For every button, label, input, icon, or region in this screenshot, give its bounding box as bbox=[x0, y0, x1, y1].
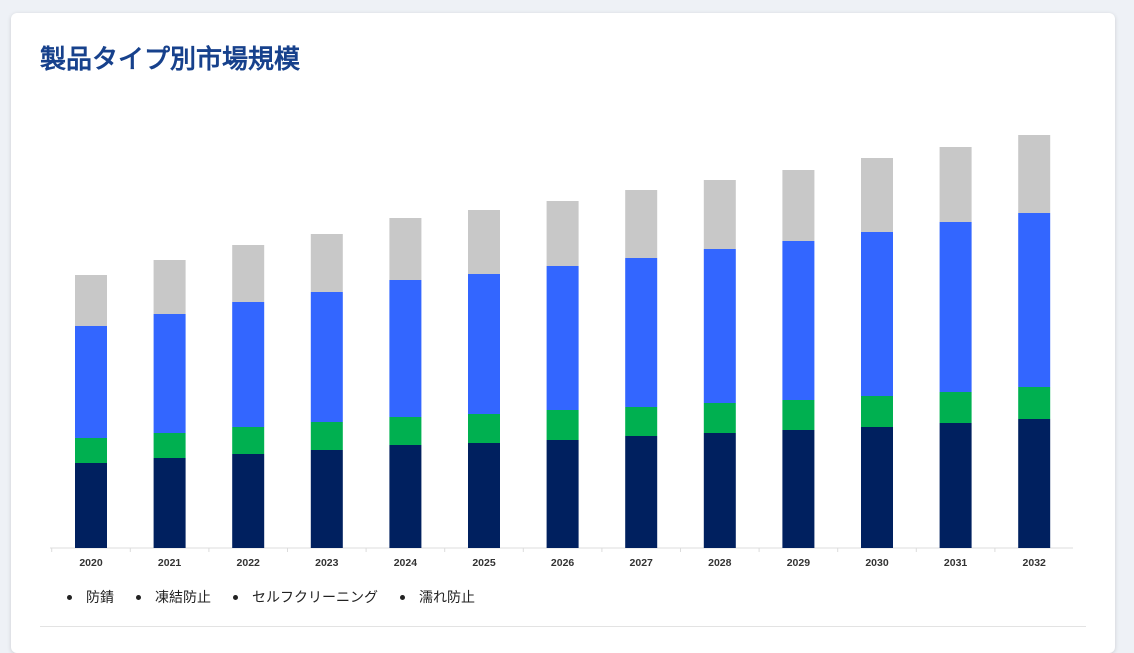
bar-segment[interactable] bbox=[546, 266, 579, 410]
legend-item-anti-wetting[interactable]: 濡れ防止 bbox=[400, 587, 475, 607]
bar-segment[interactable] bbox=[310, 292, 343, 422]
x-tick-label: 2024 bbox=[394, 557, 418, 569]
legend: 防錆 凍結防止 セルフクリーニング 濡れ防止 bbox=[67, 587, 475, 607]
x-tick-label: 2021 bbox=[158, 557, 182, 569]
x-tick-label: 2029 bbox=[787, 557, 811, 569]
bar-segment[interactable] bbox=[389, 280, 422, 417]
legend-item-anti-freeze[interactable]: 凍結防止 bbox=[136, 587, 211, 607]
bar-segment[interactable] bbox=[939, 392, 972, 423]
bar-segment[interactable] bbox=[389, 417, 422, 445]
bar-segment[interactable] bbox=[546, 410, 579, 440]
bar-segment[interactable] bbox=[75, 463, 107, 548]
bar-segment[interactable] bbox=[232, 427, 265, 454]
bar-segment[interactable] bbox=[1018, 387, 1051, 419]
bar-segment[interactable] bbox=[782, 400, 815, 430]
bar-segment[interactable] bbox=[703, 249, 736, 403]
legend-label: 濡れ防止 bbox=[419, 590, 475, 606]
bar-segment[interactable] bbox=[232, 245, 265, 302]
divider bbox=[40, 626, 1086, 627]
x-tick-label: 2031 bbox=[944, 557, 968, 569]
bar-segment[interactable] bbox=[861, 232, 893, 396]
bar-segment[interactable] bbox=[75, 438, 107, 463]
x-tick-label: 2020 bbox=[79, 557, 103, 569]
x-tick-label: 2030 bbox=[865, 557, 889, 569]
x-tick-label: 2023 bbox=[315, 557, 339, 569]
bullet-icon bbox=[400, 594, 405, 600]
bullet-icon bbox=[67, 594, 72, 600]
bar-segment[interactable] bbox=[153, 458, 186, 548]
bar-segment[interactable] bbox=[468, 443, 500, 548]
bar-segment[interactable] bbox=[1018, 135, 1051, 213]
bar-segment[interactable] bbox=[153, 260, 186, 314]
bar-segment[interactable] bbox=[310, 450, 343, 548]
bar-segment[interactable] bbox=[782, 170, 815, 241]
bar-segment[interactable] bbox=[861, 158, 893, 232]
bar-segment[interactable] bbox=[153, 314, 186, 433]
bar-segment[interactable] bbox=[625, 190, 658, 258]
bar-segment[interactable] bbox=[232, 302, 265, 427]
bar-segment[interactable] bbox=[625, 407, 658, 436]
bar-segment[interactable] bbox=[703, 433, 736, 548]
legend-label: セルフクリーニング bbox=[252, 590, 378, 606]
legend-item-self-cleaning[interactable]: セルフクリーニング bbox=[233, 587, 378, 607]
bar-segment[interactable] bbox=[782, 241, 815, 400]
bar-segment[interactable] bbox=[546, 201, 579, 266]
bar-segment[interactable] bbox=[389, 445, 422, 548]
bar-segment[interactable] bbox=[153, 433, 186, 458]
x-tick-label: 2027 bbox=[630, 557, 654, 569]
bar-segment[interactable] bbox=[703, 180, 736, 249]
bar-segment[interactable] bbox=[310, 422, 343, 450]
bar-segment[interactable] bbox=[861, 396, 893, 427]
legend-label: 防錆 bbox=[86, 590, 114, 606]
chart-card: 製品タイプ別市場規模 2020 2021 2022 2023 2024 2025 2026 2… bbox=[11, 13, 1115, 653]
bar-segment[interactable] bbox=[625, 258, 658, 407]
legend-item-rust-prevention[interactable]: 防錆 bbox=[67, 587, 114, 607]
bar-segment[interactable] bbox=[75, 275, 107, 326]
x-tick-label: 2026 bbox=[551, 557, 575, 569]
bar-segment[interactable] bbox=[939, 423, 972, 548]
bar-segment[interactable] bbox=[861, 427, 893, 548]
bar-segment[interactable] bbox=[1018, 213, 1051, 387]
x-tick-label: 2028 bbox=[708, 557, 732, 569]
x-tick-label: 2025 bbox=[472, 557, 496, 569]
bullet-icon bbox=[136, 594, 141, 600]
bar-segment[interactable] bbox=[232, 454, 265, 548]
bar-segment[interactable] bbox=[389, 218, 422, 280]
bar-segment[interactable] bbox=[625, 436, 658, 548]
bar-segment[interactable] bbox=[703, 403, 736, 433]
bar-segment[interactable] bbox=[310, 234, 343, 292]
bar-segment[interactable] bbox=[939, 222, 972, 392]
bar-segment[interactable] bbox=[468, 274, 500, 414]
stacked-bar-chart: 2020 2021 2022 2023 2024 2025 2026 2027 2028 2029… bbox=[50, 135, 1073, 569]
bar-segment[interactable] bbox=[468, 414, 500, 443]
bar-segment[interactable] bbox=[939, 147, 972, 222]
chart-title: 製品タイプ別市場規模 bbox=[40, 45, 301, 75]
legend-label: 凍結防止 bbox=[155, 590, 211, 606]
x-tick-label: 2022 bbox=[237, 557, 261, 569]
bar-segment[interactable] bbox=[468, 210, 500, 274]
bar-segment[interactable] bbox=[546, 440, 579, 548]
bullet-icon bbox=[233, 594, 238, 600]
bar-segment[interactable] bbox=[75, 326, 107, 438]
bar-segment[interactable] bbox=[1018, 419, 1051, 548]
x-tick-label: 2032 bbox=[1023, 557, 1047, 569]
bar-segment[interactable] bbox=[782, 430, 815, 548]
